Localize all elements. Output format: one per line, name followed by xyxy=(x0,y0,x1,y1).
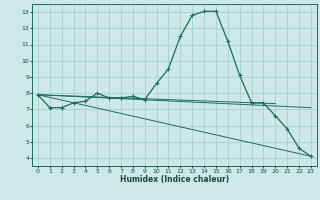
X-axis label: Humidex (Indice chaleur): Humidex (Indice chaleur) xyxy=(120,175,229,184)
